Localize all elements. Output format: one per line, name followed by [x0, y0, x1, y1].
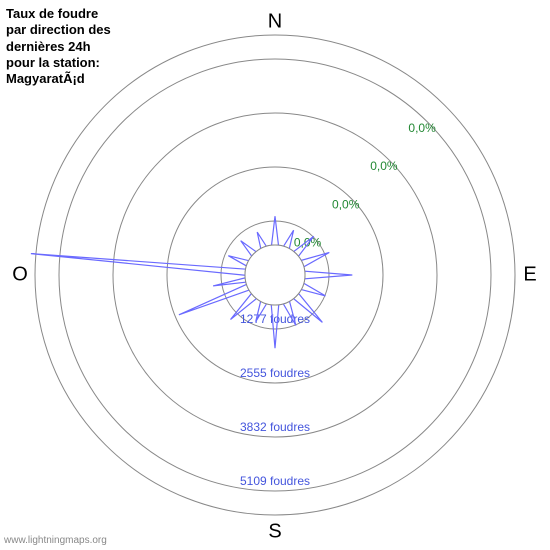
ring-pct-label: 0,0% — [294, 235, 322, 249]
ring-count-label: 5109 foudres — [240, 474, 310, 488]
hub-circle-top — [245, 245, 305, 305]
direction-label-w: O — [12, 263, 28, 285]
polar-rose-chart: 0,0% 1277 foudres 0,0% 2555 foudres 0,0% 3832… — [0, 0, 550, 550]
ring-pct-label: 0,0% — [332, 197, 360, 211]
direction-label-s: S — [268, 520, 281, 542]
ring-count-label: 2555 foudres — [240, 366, 310, 380]
ring-count-label: 3832 foudres — [240, 420, 310, 434]
ring-pct-label: 0,0% — [408, 121, 436, 135]
direction-label-e: E — [523, 263, 536, 285]
ring-pct-label: 0,0% — [370, 159, 398, 173]
ring-count-label: 1277 foudres — [240, 312, 310, 326]
direction-label-n: N — [268, 10, 282, 32]
